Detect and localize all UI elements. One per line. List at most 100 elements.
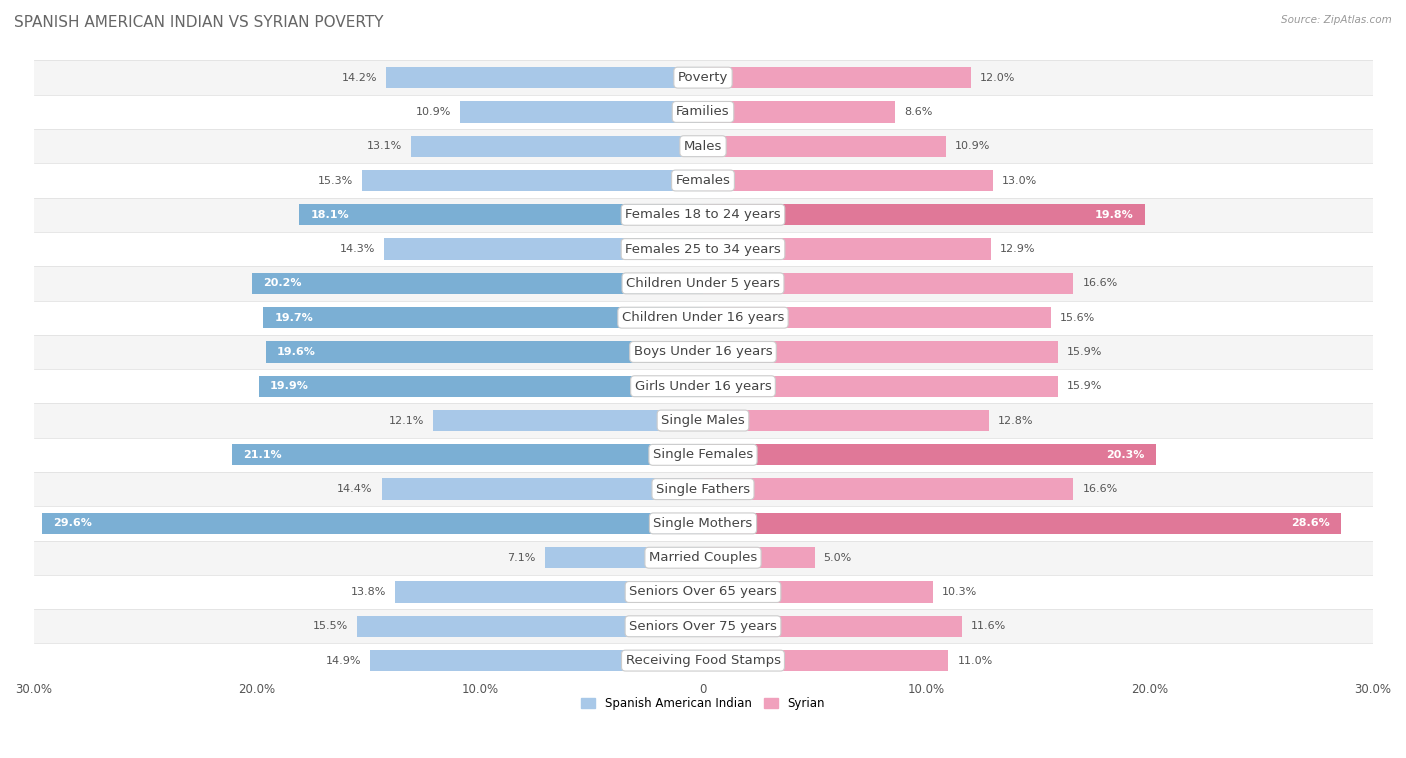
Bar bbox=[703, 615, 962, 637]
Text: 16.6%: 16.6% bbox=[1083, 484, 1118, 494]
Bar bbox=[34, 198, 1372, 232]
Text: 12.0%: 12.0% bbox=[980, 73, 1015, 83]
Bar bbox=[34, 506, 1372, 540]
Text: 18.1%: 18.1% bbox=[311, 210, 349, 220]
Text: Children Under 16 years: Children Under 16 years bbox=[621, 312, 785, 324]
Text: Families: Families bbox=[676, 105, 730, 118]
Text: 28.6%: 28.6% bbox=[1291, 518, 1330, 528]
Text: 10.3%: 10.3% bbox=[942, 587, 977, 597]
Text: Females 18 to 24 years: Females 18 to 24 years bbox=[626, 208, 780, 221]
Bar bbox=[361, 170, 703, 191]
Bar bbox=[263, 307, 703, 328]
Text: Girls Under 16 years: Girls Under 16 years bbox=[634, 380, 772, 393]
Bar bbox=[34, 644, 1372, 678]
Bar bbox=[34, 129, 1372, 164]
Bar bbox=[34, 232, 1372, 266]
Text: Seniors Over 75 years: Seniors Over 75 years bbox=[628, 620, 778, 633]
Bar bbox=[703, 273, 1073, 294]
Bar bbox=[34, 300, 1372, 335]
Bar bbox=[259, 376, 703, 397]
Text: 20.2%: 20.2% bbox=[263, 278, 302, 288]
Text: Males: Males bbox=[683, 139, 723, 152]
Text: 13.0%: 13.0% bbox=[1002, 176, 1038, 186]
Text: Children Under 5 years: Children Under 5 years bbox=[626, 277, 780, 290]
Bar bbox=[232, 444, 703, 465]
Text: Source: ZipAtlas.com: Source: ZipAtlas.com bbox=[1281, 15, 1392, 25]
Text: Seniors Over 65 years: Seniors Over 65 years bbox=[628, 585, 778, 599]
Text: 14.2%: 14.2% bbox=[342, 73, 377, 83]
Bar bbox=[34, 266, 1372, 300]
Bar bbox=[384, 239, 703, 260]
Bar bbox=[460, 102, 703, 123]
Bar bbox=[703, 547, 814, 568]
Bar bbox=[34, 540, 1372, 575]
Bar bbox=[703, 67, 970, 88]
Bar bbox=[387, 67, 703, 88]
Text: 5.0%: 5.0% bbox=[824, 553, 852, 562]
Text: 13.1%: 13.1% bbox=[367, 141, 402, 151]
Bar bbox=[703, 102, 896, 123]
Text: 14.9%: 14.9% bbox=[326, 656, 361, 666]
Bar bbox=[34, 575, 1372, 609]
Text: 13.8%: 13.8% bbox=[350, 587, 387, 597]
Bar bbox=[34, 609, 1372, 644]
Text: 15.3%: 15.3% bbox=[318, 176, 353, 186]
Text: Single Males: Single Males bbox=[661, 414, 745, 427]
Bar bbox=[703, 307, 1052, 328]
Text: Single Mothers: Single Mothers bbox=[654, 517, 752, 530]
Bar bbox=[252, 273, 703, 294]
Text: 29.6%: 29.6% bbox=[53, 518, 93, 528]
Text: Receiving Food Stamps: Receiving Food Stamps bbox=[626, 654, 780, 667]
Text: Females 25 to 34 years: Females 25 to 34 years bbox=[626, 243, 780, 255]
Text: 20.3%: 20.3% bbox=[1107, 449, 1144, 460]
Bar bbox=[34, 403, 1372, 437]
Text: 21.1%: 21.1% bbox=[243, 449, 281, 460]
Bar bbox=[34, 61, 1372, 95]
Bar bbox=[703, 341, 1057, 362]
Bar bbox=[703, 136, 946, 157]
Text: Single Females: Single Females bbox=[652, 448, 754, 462]
Text: 12.9%: 12.9% bbox=[1000, 244, 1035, 254]
Bar bbox=[34, 437, 1372, 472]
Text: 10.9%: 10.9% bbox=[415, 107, 451, 117]
Bar bbox=[703, 239, 991, 260]
Bar bbox=[703, 650, 949, 672]
Text: Single Fathers: Single Fathers bbox=[657, 483, 749, 496]
Text: 16.6%: 16.6% bbox=[1083, 278, 1118, 288]
Text: 15.9%: 15.9% bbox=[1067, 381, 1102, 391]
Text: 8.6%: 8.6% bbox=[904, 107, 932, 117]
Bar bbox=[395, 581, 703, 603]
Bar bbox=[371, 650, 703, 672]
Bar bbox=[42, 512, 703, 534]
Bar bbox=[299, 204, 703, 225]
Bar bbox=[703, 204, 1144, 225]
Bar bbox=[34, 335, 1372, 369]
Bar bbox=[703, 410, 988, 431]
Bar bbox=[433, 410, 703, 431]
Bar bbox=[411, 136, 703, 157]
Bar bbox=[381, 478, 703, 500]
Legend: Spanish American Indian, Syrian: Spanish American Indian, Syrian bbox=[576, 693, 830, 715]
Text: Poverty: Poverty bbox=[678, 71, 728, 84]
Text: 19.9%: 19.9% bbox=[270, 381, 309, 391]
Text: SPANISH AMERICAN INDIAN VS SYRIAN POVERTY: SPANISH AMERICAN INDIAN VS SYRIAN POVERT… bbox=[14, 15, 384, 30]
Bar bbox=[357, 615, 703, 637]
Text: 7.1%: 7.1% bbox=[508, 553, 536, 562]
Bar bbox=[703, 444, 1156, 465]
Text: 19.6%: 19.6% bbox=[277, 347, 315, 357]
Bar bbox=[703, 512, 1341, 534]
Bar bbox=[703, 581, 932, 603]
Text: 11.0%: 11.0% bbox=[957, 656, 993, 666]
Text: 10.9%: 10.9% bbox=[955, 141, 991, 151]
Text: 15.9%: 15.9% bbox=[1067, 347, 1102, 357]
Bar bbox=[703, 376, 1057, 397]
Text: Females: Females bbox=[675, 174, 731, 187]
Bar bbox=[34, 95, 1372, 129]
Text: 12.8%: 12.8% bbox=[998, 415, 1033, 425]
Text: 14.4%: 14.4% bbox=[337, 484, 373, 494]
Bar bbox=[544, 547, 703, 568]
Text: Married Couples: Married Couples bbox=[650, 551, 756, 564]
Text: 12.1%: 12.1% bbox=[388, 415, 425, 425]
Bar bbox=[34, 472, 1372, 506]
Bar bbox=[34, 164, 1372, 198]
